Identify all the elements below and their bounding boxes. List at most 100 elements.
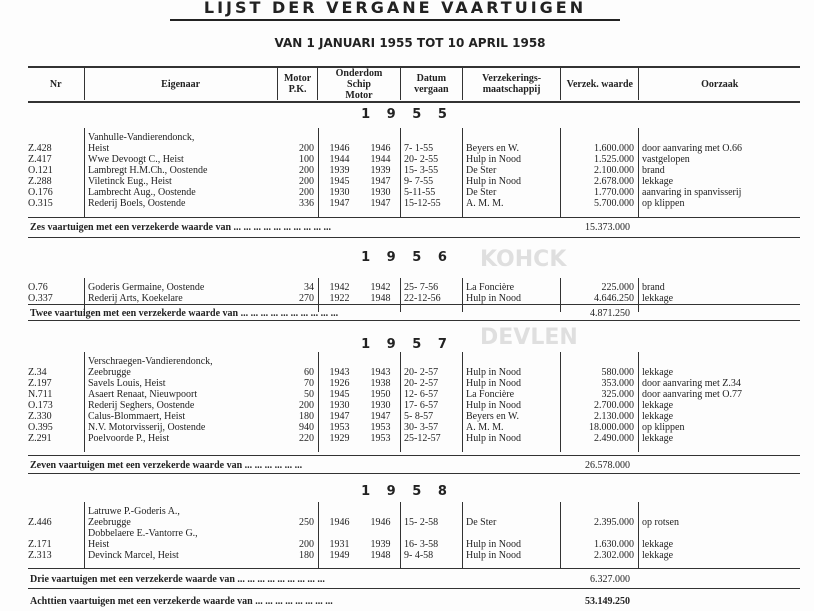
col-age-ship: Schip (347, 78, 371, 90)
motor-pk: 200 (299, 539, 314, 550)
col-value: Verzek. waarde (560, 68, 638, 100)
cause: lekkage (638, 433, 800, 444)
motor-pk: 200 (299, 165, 314, 176)
motor-pk: 60 (304, 367, 314, 378)
vessel-nr: Z.417 (28, 154, 52, 165)
table-row: Z.446 Zeebrugge 250 1946 1946 15- 2-58 De… (28, 517, 800, 528)
owner-name: Rederij Seghers, Oostende (84, 400, 278, 411)
section-rows: Vanhulle-Vandierendonck, Z.428 Heist 200… (28, 128, 800, 217)
insurer: Hulp in Nood (462, 400, 560, 411)
vessel-nr: Z.197 (28, 378, 52, 389)
year-heading: 1 9 5 8 (361, 484, 453, 499)
insured-value: 2.302.000 (560, 550, 638, 561)
divider (28, 217, 800, 218)
cause: lekkage (638, 367, 800, 378)
age-ship: 1930 (329, 187, 350, 198)
motor-pk: 200 (299, 187, 314, 198)
insured-value: 2.130.000 (560, 411, 638, 422)
age-motor: 1939 (370, 539, 391, 550)
insurer: A. M. M. (462, 422, 560, 433)
vessel-nr: Z.330 (28, 411, 52, 422)
cause: op klippen (638, 422, 800, 433)
insurer: Hulp in Nood (462, 176, 560, 187)
motor-pk: 200 (299, 143, 314, 154)
insurer: Hulp in Nood (462, 378, 560, 389)
insurer: Hulp in Nood (462, 550, 560, 561)
age-ship: 1929 (329, 433, 350, 444)
date-lost: 25-12-57 (400, 433, 462, 444)
owner-name: Goderis Germaine, Oostende (84, 282, 278, 293)
divider (28, 66, 800, 68)
motor-pk: 70 (304, 378, 314, 389)
table-header: Nr Eigenaar Motor P.K. Onderdom SchipMot… (28, 67, 800, 101)
cause: op klippen (638, 198, 800, 209)
col-owner: Eigenaar (83, 68, 277, 100)
table-row: O.337 Rederij Arts, Koekelare 270 1922 19… (28, 293, 800, 304)
vessel-nr: O.395 (28, 422, 53, 433)
section-summary-label: Drie vaartuigen met een verzekerde waard… (30, 574, 325, 585)
divider (28, 588, 800, 589)
table-row: Z.288 Viletinck Eug., Heist 200 1945 1947… (28, 176, 800, 187)
age-motor: 1953 (370, 422, 391, 433)
date-lost: 30- 3-57 (400, 422, 462, 433)
age-motor: 1944 (370, 154, 391, 165)
section-total-value: 26.578.000 (585, 460, 630, 471)
motor-pk: 940 (299, 422, 314, 433)
date-lost: 25- 7-56 (400, 282, 462, 293)
table-row: Z.417 Wwe Devoogt C., Heist 100 1944 1944… (28, 154, 800, 165)
table-row: Z.197 Savels Louis, Heist 70 1926 1938 20… (28, 378, 800, 389)
age-motor: 1942 (370, 282, 391, 293)
insured-value: 2.100.000 (560, 165, 638, 176)
insured-value: 18.000.000 (560, 422, 638, 433)
divider (28, 568, 800, 569)
age-motor: 1930 (370, 187, 391, 198)
section-summary-label: Zes vaartuigen met een verzekerde waarde… (30, 222, 332, 233)
owner-name: Zeebrugge (84, 517, 278, 528)
col-cause: Oorzaak (638, 68, 800, 100)
insurer: La Foncière (462, 282, 560, 293)
age-motor: 1953 (370, 433, 391, 444)
insured-value: 2.490.000 (560, 433, 638, 444)
cause: brand (638, 282, 800, 293)
grand-total-label: Achttien vaartuigen met een verzekerde w… (30, 596, 333, 607)
motor-pk: 220 (299, 433, 314, 444)
col-age-motor: Motor (345, 89, 373, 101)
owner-name: Dobbelaere E.-Vantorre G., (84, 528, 278, 539)
vessel-nr: Z.313 (28, 550, 52, 561)
vessel-nr: Z.288 (28, 176, 52, 187)
date-lost: 7- 1-55 (400, 143, 462, 154)
insured-value: 1.770.000 (560, 187, 638, 198)
motor-pk: 270 (299, 293, 314, 304)
cause: door aanvaring met O.77 (638, 389, 800, 400)
section-summary-label: Twee vaartuigen met een verzekerde waard… (30, 308, 339, 319)
insured-value: 2.700.000 (560, 400, 638, 411)
age-motor: 1930 (370, 400, 391, 411)
year-heading: 1 9 5 5 (361, 107, 453, 122)
insurer: La Foncière (462, 389, 560, 400)
table-row: O.395 N.V. Motorvisserij, Oostende 940 1… (28, 422, 800, 433)
insurer: De Ster (462, 165, 560, 176)
col-motor-pk: Motor P.K. (276, 68, 318, 100)
cause: door aanvaring met O.66 (638, 143, 800, 154)
age-ship: 1944 (329, 154, 350, 165)
insured-value: 1.525.000 (560, 154, 638, 165)
insurer: Hulp in Nood (462, 539, 560, 550)
motor-pk: 250 (299, 517, 314, 528)
age-ship: 1945 (329, 176, 350, 187)
date-lost: 20- 2-57 (400, 378, 462, 389)
cause: aanvaring in spanvisserij (638, 187, 800, 198)
col-age-label: Onderdom (335, 67, 383, 79)
cause: lekkage (638, 539, 800, 550)
cause: lekkage (638, 400, 800, 411)
table-row: Z.291 Poelvoorde P., Heist 220 1929 1953 … (28, 433, 800, 444)
age-motor: 1946 (370, 143, 391, 154)
vessel-nr: Z.291 (28, 433, 52, 444)
insurer: Hulp in Nood (462, 154, 560, 165)
vessel-nr: O.76 (28, 282, 48, 293)
insured-value: 225.000 (560, 282, 638, 293)
owner-name: Devinck Marcel, Heist (84, 550, 278, 561)
section-total-value: 4.871.250 (590, 308, 630, 319)
age-ship: 1947 (329, 198, 350, 209)
date-lost: 12- 6-57 (400, 389, 462, 400)
date-lost: 9- 7-55 (400, 176, 462, 187)
